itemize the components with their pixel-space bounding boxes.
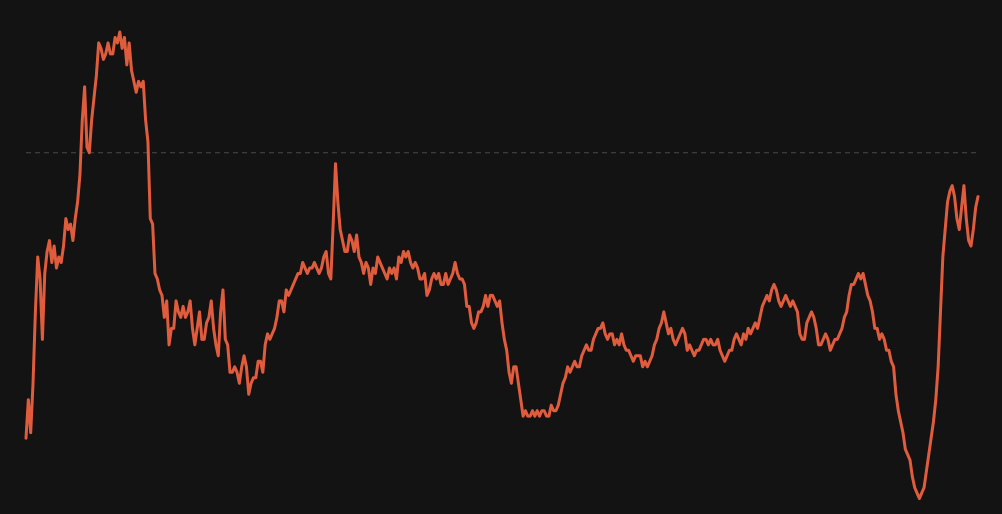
series-line-0 xyxy=(24,30,980,501)
